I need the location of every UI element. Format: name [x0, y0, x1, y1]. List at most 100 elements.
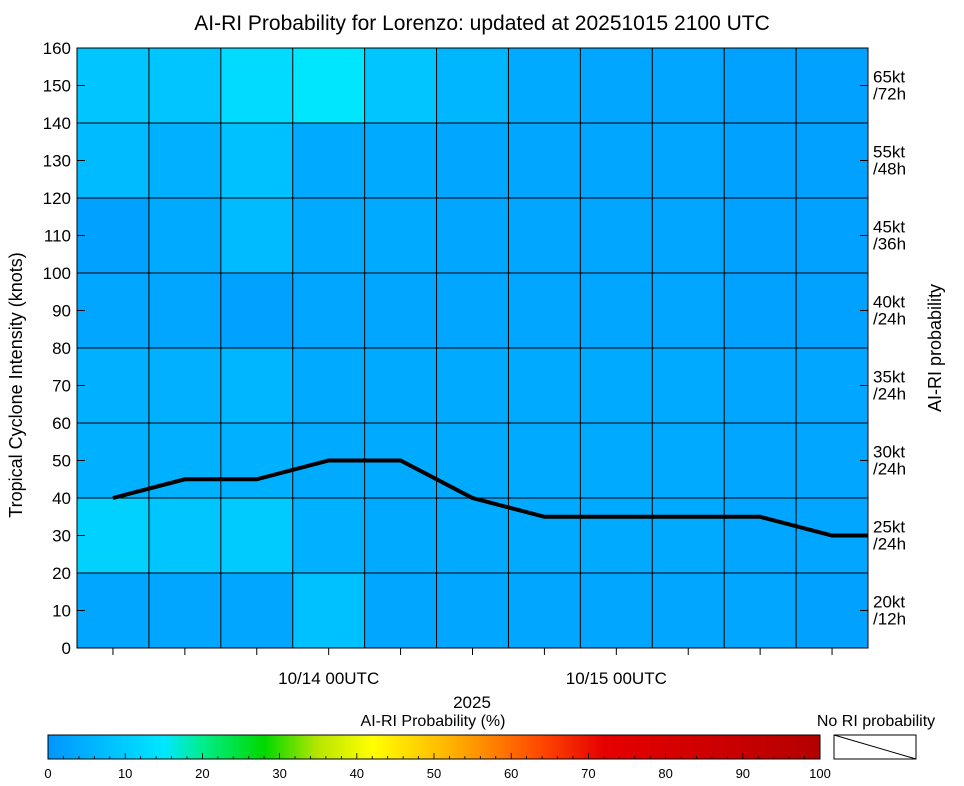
heatmap-cell	[364, 348, 438, 424]
heatmap-cell	[508, 573, 581, 649]
row-label: 55kt/48h	[873, 143, 906, 179]
heatmap-cell	[148, 498, 222, 574]
y-tick-label: 20	[52, 564, 71, 583]
heatmap-cell	[796, 423, 869, 499]
y-tick-label: 40	[52, 489, 71, 508]
heatmap-cell	[77, 198, 150, 274]
heatmap-cell	[148, 123, 222, 199]
heatmap-cell	[436, 198, 509, 274]
heatmap-cell	[580, 273, 653, 349]
heatmap-cell	[436, 573, 509, 649]
heatmap-cell	[652, 198, 725, 274]
heatmap-cell	[148, 48, 222, 124]
x-axis: 10/14 00UTC 10/15 00UTC	[112, 648, 833, 688]
heatmap-cell	[77, 273, 150, 349]
row-label: 25kt/24h	[873, 518, 906, 554]
heatmap-cell	[148, 273, 222, 349]
row-label: 20kt/12h	[873, 593, 906, 629]
y-axis-label: Tropical Cyclone Intensity (knots)	[6, 252, 26, 517]
heatmap-cell	[652, 498, 725, 574]
x-tick-label: 10/14 00UTC	[278, 669, 379, 688]
colorbar-tick-label: 90	[736, 766, 750, 781]
y-tick-label: 140	[43, 114, 71, 133]
no-ri-swatch	[833, 734, 917, 760]
colorbar-tick-label: 80	[658, 766, 672, 781]
heatmap-cell	[580, 48, 653, 124]
heatmap-cell	[148, 198, 222, 274]
row-label: 35kt/24h	[873, 368, 906, 404]
heatmap-cell	[796, 123, 869, 199]
colorbar-tick-label: 40	[350, 766, 364, 781]
y-axis: 0 10 20 30 40 50 60 70 80 90 100 110 120 130 140 150 160	[43, 39, 868, 658]
heatmap-cell	[580, 573, 653, 649]
heatmap-cell	[364, 498, 438, 574]
heatmap-cell	[796, 198, 869, 274]
y-tick-label: 90	[52, 302, 71, 321]
colorbar-tick-label: 20	[195, 766, 209, 781]
right-axis-label: AI-RI probability	[925, 284, 945, 412]
heatmap-cells	[77, 48, 869, 649]
row-label: 40kt/24h	[873, 293, 906, 329]
heatmap-cell	[220, 348, 294, 424]
heatmap-cell	[77, 123, 150, 199]
heatmap-grid	[77, 48, 868, 648]
heatmap-cell	[724, 48, 797, 124]
heatmap-cell	[652, 48, 725, 124]
x-tick-label: 10/15 00UTC	[566, 669, 667, 688]
plot-frame	[76, 47, 869, 649]
heatmap-cell	[436, 273, 509, 349]
row-threshold-labels: 20kt/12h 25kt/24h 30kt/24h 35kt/24h 40kt/24h…	[873, 68, 906, 629]
heatmap-cell	[436, 48, 509, 124]
y-tick-label: 0	[62, 639, 71, 658]
heatmap-cell	[364, 573, 438, 649]
y-tick-label: 50	[52, 452, 71, 471]
heatmap-cell	[508, 273, 581, 349]
heatmap-cell	[724, 573, 797, 649]
y-tick-label: 10	[52, 602, 71, 621]
heatmap-cell	[652, 123, 725, 199]
heatmap-cell	[77, 498, 150, 574]
colorbar-tick-label: 30	[272, 766, 286, 781]
heatmap-cell	[364, 123, 438, 199]
no-ri-label: No RI probability	[817, 713, 935, 730]
heatmap-cell	[724, 123, 797, 199]
heatmap-cell	[220, 573, 294, 649]
heatmap-cell	[724, 348, 797, 424]
heatmap-cell	[292, 498, 366, 574]
heatmap-cell	[652, 348, 725, 424]
colorbar-tick-label: 10	[118, 766, 132, 781]
heatmap-cell	[292, 123, 366, 199]
heatmap-cell	[220, 273, 294, 349]
heatmap-cell	[220, 423, 294, 499]
colorbar: 0 10 20 30 40 50 60 70 80 90 100	[44, 734, 831, 781]
y-tick-label: 100	[43, 264, 71, 283]
heatmap-cell	[436, 423, 509, 499]
y-tick-label: 160	[43, 39, 71, 58]
y-tick-label: 120	[43, 189, 71, 208]
heatmap-cell	[796, 273, 869, 349]
heatmap-cell	[148, 573, 222, 649]
row-label: 65kt/72h	[873, 68, 906, 104]
y-tick-label: 130	[43, 152, 71, 171]
y-tick-label: 70	[52, 377, 71, 396]
colorbar-tick-label: 60	[504, 766, 518, 781]
heatmap-cell	[292, 573, 366, 649]
heatmap-cell	[580, 423, 653, 499]
heatmap-cell	[508, 423, 581, 499]
heatmap-cell	[77, 573, 150, 649]
heatmap-cell	[436, 348, 509, 424]
heatmap-cell	[220, 48, 294, 124]
chart-title: AI-RI Probability for Lorenzo: updated a…	[194, 12, 770, 35]
heatmap-cell	[436, 498, 509, 574]
row-label: 45kt/36h	[873, 218, 906, 254]
heatmap-cell	[652, 573, 725, 649]
heatmap-cell	[580, 198, 653, 274]
heatmap-cell	[652, 423, 725, 499]
heatmap-cell	[292, 48, 366, 124]
heatmap-cell	[796, 573, 869, 649]
heatmap-cell	[364, 273, 438, 349]
heatmap-cell	[364, 198, 438, 274]
y-tick-label: 110	[44, 227, 71, 246]
colorbar-label: AI-RI Probability (%)	[361, 713, 506, 730]
heatmap-cell	[796, 48, 869, 124]
